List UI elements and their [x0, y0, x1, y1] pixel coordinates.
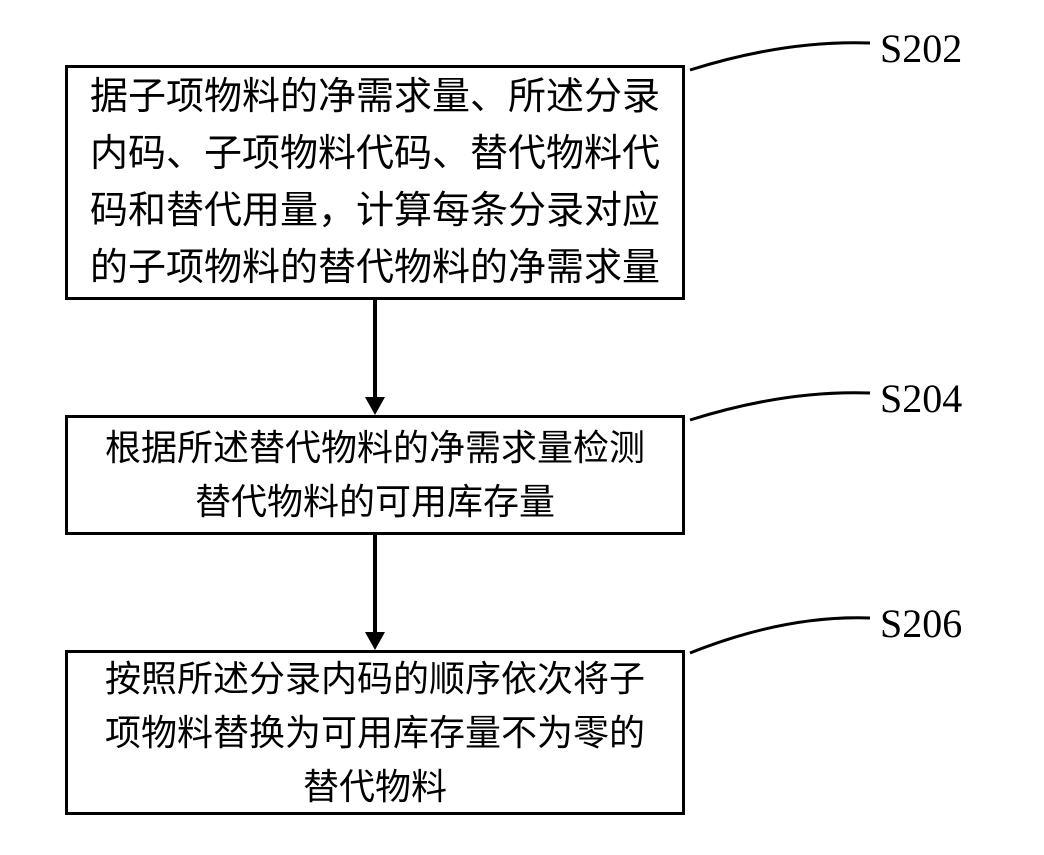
arrow-head-2 — [365, 632, 385, 650]
step-box-s204: 根据所述替代物料的净需求量检测替代物料的可用库存量 — [65, 415, 685, 535]
step-box-s206: 按照所述分录内码的顺序依次将子项物料替换为可用库存量不为零的替代物料 — [65, 650, 685, 815]
connector-line-1 — [373, 300, 377, 397]
step-text-s202: 据子项物料的净需求量、所述分录内码、子项物料代码、替代物料代码和替代用量，计算每… — [88, 69, 662, 297]
step-box-s202: 据子项物料的净需求量、所述分录内码、子项物料代码、替代物料代码和替代用量，计算每… — [65, 65, 685, 300]
connector-line-2 — [373, 535, 377, 632]
step-text-s204: 根据所述替代物料的净需求量检测替代物料的可用库存量 — [88, 421, 662, 529]
label-curve-s202 — [685, 30, 880, 80]
label-curve-s206 — [685, 605, 880, 660]
step-text-s206: 按照所述分录内码的顺序依次将子项物料替换为可用库存量不为零的替代物料 — [88, 652, 662, 814]
label-curve-s204 — [685, 380, 880, 430]
step-label-s206: S206 — [880, 600, 962, 647]
step-label-s204: S204 — [880, 375, 962, 422]
step-label-s202: S202 — [880, 25, 962, 72]
arrow-head-1 — [365, 397, 385, 415]
